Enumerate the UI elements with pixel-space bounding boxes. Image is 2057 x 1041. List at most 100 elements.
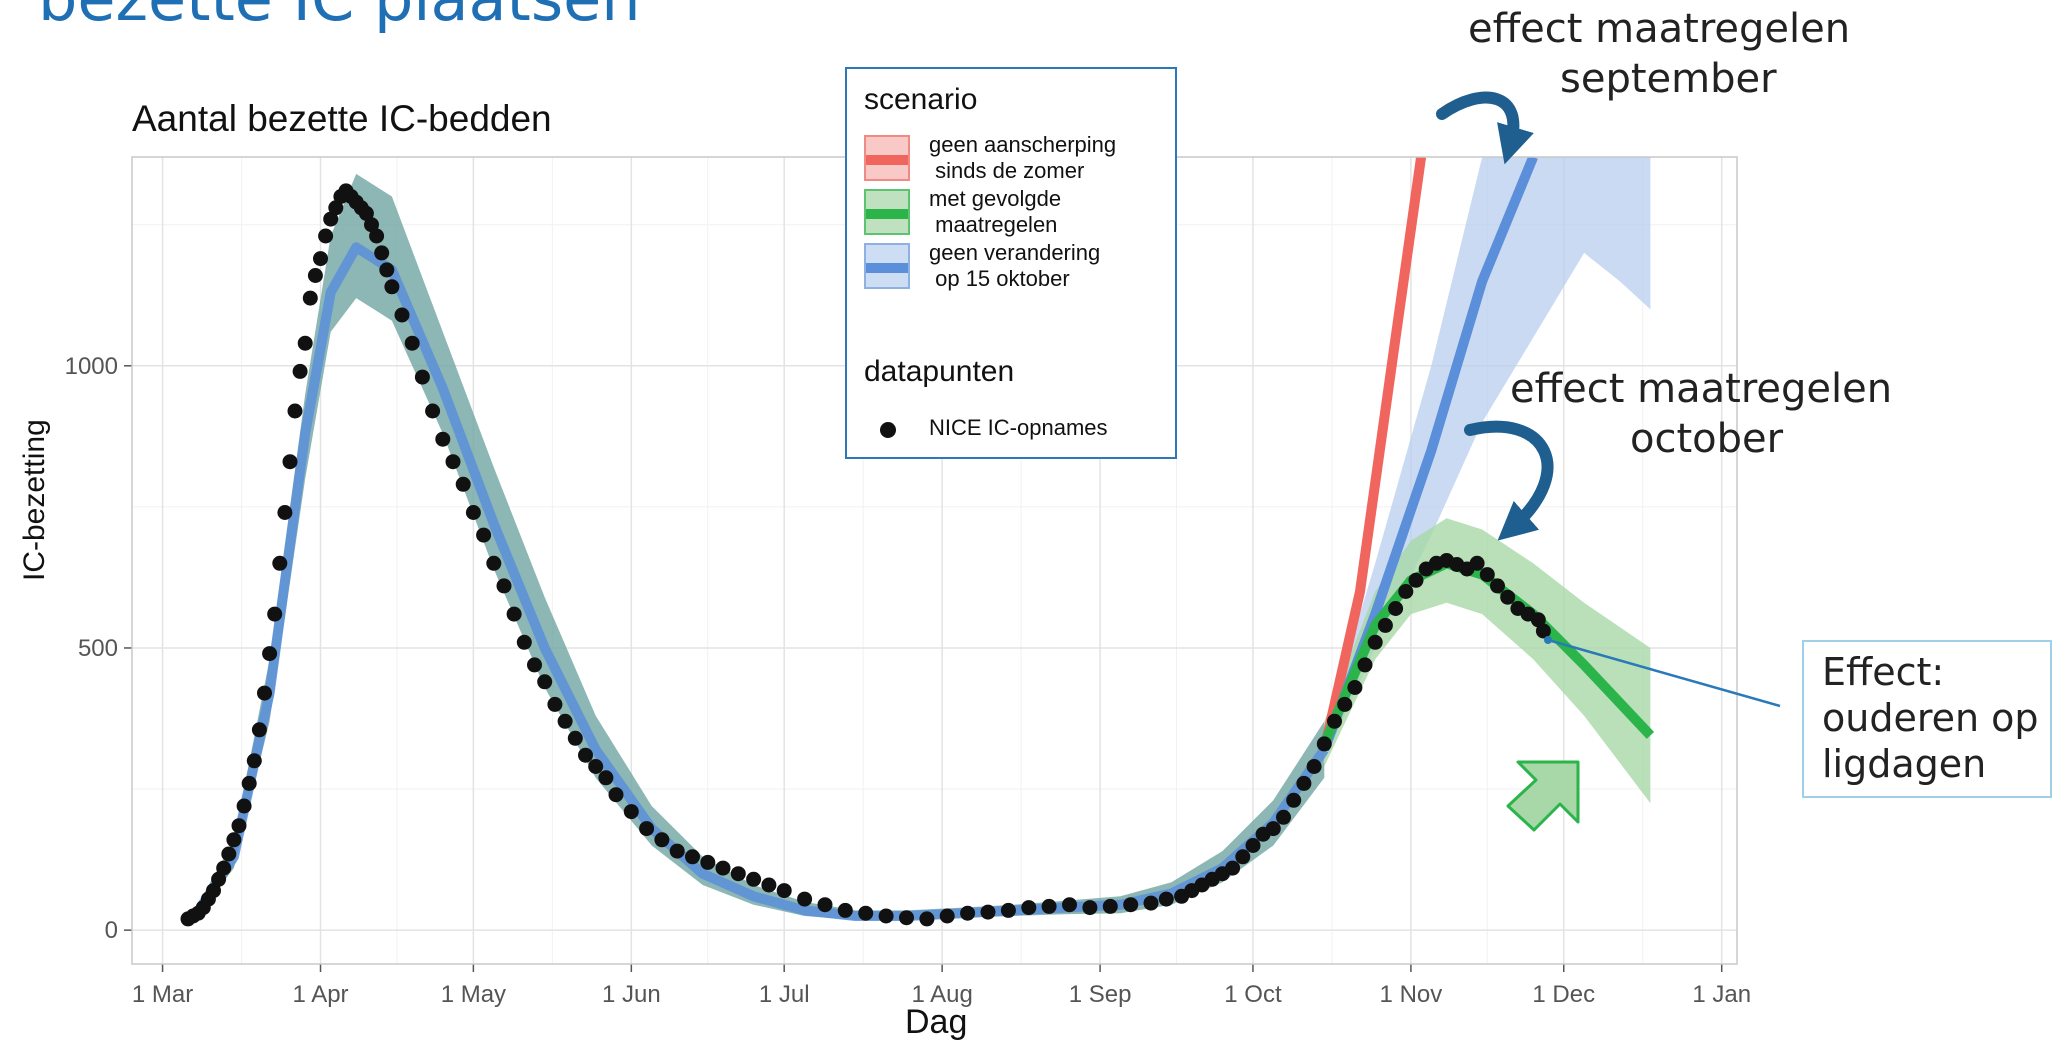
green-up-arrow: [1506, 760, 1580, 832]
x-tick-label: 1 Dec: [1532, 981, 1595, 1008]
data-point: [1469, 555, 1485, 571]
data-point: [379, 262, 395, 278]
data-point: [262, 646, 278, 662]
data-point: [1377, 617, 1393, 633]
x-tick-label: 1 Nov: [1380, 981, 1443, 1008]
data-point: [251, 722, 267, 738]
data-point: [730, 866, 746, 882]
legend-item-blue-line2: op 15 oktober: [929, 266, 1070, 291]
data-point: [465, 505, 481, 520]
data-point: [374, 245, 390, 261]
data-point: [486, 555, 502, 571]
data-point: [267, 606, 283, 622]
legend-item-green-line2: maatregelen: [929, 212, 1058, 237]
data-point: [654, 832, 670, 848]
data-point: [277, 505, 293, 520]
data-point: [414, 369, 430, 385]
data-point: [1357, 657, 1373, 673]
data-point: [537, 674, 553, 690]
data-point: [547, 696, 563, 712]
x-tick-label: 1 Apr: [293, 981, 349, 1008]
data-point: [241, 775, 257, 791]
plot-data-layer: [180, 157, 1655, 927]
data-point: [1235, 849, 1251, 865]
data-point: [272, 555, 288, 571]
arrow-october: [1464, 420, 1554, 541]
annotation-effect-september-line1: effect maatregelen: [1468, 6, 1851, 52]
red-scenario-line: [1319, 157, 1427, 751]
legend-scenario-title: scenario: [864, 83, 978, 116]
effect-pointer-line: [1547, 638, 1781, 708]
x-tick-label: 1 Oct: [1224, 981, 1282, 1008]
data-point: [1245, 838, 1261, 853]
annotation-effect-october-line2: october: [1630, 416, 1784, 462]
slide-title: bezette IC plaatsen: [38, 0, 641, 35]
data-point: [669, 843, 685, 859]
data-point: [307, 268, 323, 283]
data-point: [445, 454, 461, 470]
data-point: [221, 846, 237, 862]
data-point: [817, 897, 833, 913]
data-point: [1337, 696, 1353, 712]
x-tick-label: 1 Mar: [132, 981, 193, 1008]
data-point: [608, 787, 624, 803]
x-tick-label: 1 Aug: [911, 981, 972, 1008]
data-point: [302, 290, 318, 306]
data-point: [425, 403, 441, 419]
data-point: [1143, 895, 1159, 911]
data-point: [939, 908, 955, 924]
data-point: [1000, 902, 1016, 918]
data-point: [1500, 589, 1516, 605]
data-point: [257, 685, 272, 701]
data-point: [516, 634, 532, 650]
annotation-effect-box-line3: ligdagen: [1822, 742, 1987, 786]
data-point: [1398, 584, 1414, 599]
data-point: [287, 403, 303, 419]
data-point: [1306, 759, 1322, 774]
data-point: [776, 883, 792, 899]
data-point: [797, 891, 813, 907]
legend-key-red: [864, 135, 910, 181]
x-tick-label: 1 May: [441, 981, 506, 1008]
data-point: [1041, 898, 1057, 914]
legend-points-label: NICE IC-opnames: [929, 415, 1108, 440]
data-point: [715, 860, 731, 876]
data-point: [598, 770, 614, 786]
data-point: [578, 747, 593, 763]
data-point: [1225, 860, 1241, 876]
data-point: [1286, 792, 1302, 808]
data-point: [700, 854, 716, 870]
data-point: [899, 910, 914, 926]
y-tick-label: 1000: [65, 353, 118, 380]
data-point: [1530, 612, 1546, 628]
data-point: [919, 911, 935, 927]
data-point: [384, 279, 400, 295]
data-point: [476, 527, 492, 543]
x-tick-label: 1 Sep: [1069, 981, 1132, 1008]
annotation-effect-box-line2: ouderen op: [1822, 696, 2039, 740]
x-tick-label: 1 Jan: [1692, 981, 1751, 1008]
data-point: [231, 818, 247, 834]
data-point: [1276, 809, 1291, 825]
data-point: [394, 307, 410, 323]
annotation-effect-box-line1: Effect:: [1822, 650, 1945, 694]
arrow-september: [1436, 91, 1534, 165]
data-point: [980, 904, 996, 920]
data-point: [323, 211, 339, 227]
data-point: [588, 759, 604, 774]
data-point: [878, 908, 894, 924]
data-point: [1367, 634, 1383, 650]
data-point: [292, 363, 308, 379]
annotation-effect-september-line2: september: [1560, 56, 1777, 102]
legend-item-green-line1: met gevolgde: [929, 186, 1062, 211]
data-point: [567, 730, 583, 746]
legend-item-red-line2: sinds de zomer: [929, 158, 1085, 183]
data-point: [236, 798, 252, 814]
data-point: [318, 228, 334, 244]
data-point: [1021, 900, 1037, 916]
data-point: [1479, 567, 1495, 583]
plot-title: Aantal bezette IC-bedden: [132, 98, 552, 139]
annotation-effect-october-line1: effect maatregelen: [1510, 366, 1893, 412]
legend-key-blue: [864, 243, 910, 289]
y-axis-label: IC-bezetting: [18, 419, 51, 581]
